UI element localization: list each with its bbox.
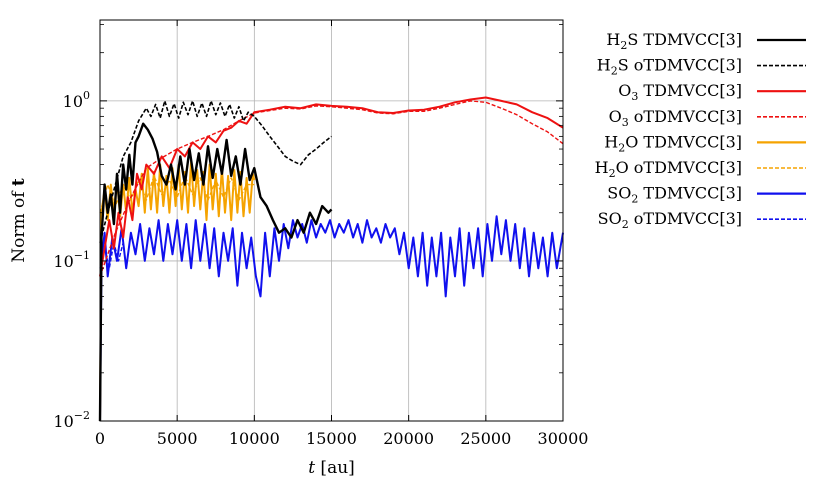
y-axis-label-text: Norm of: [9, 186, 29, 263]
x-axis-label-unit: [au]: [315, 458, 355, 478]
x-tick-label: 15000: [306, 429, 357, 448]
x-tick-label: 30000: [538, 429, 589, 448]
legend: H2S TDMVCC[3] H2S oTDMVCC[3] O3 TDMVCC[3] O…: [595, 30, 806, 231]
x-tick-label: 10000: [229, 429, 280, 448]
x-axis-label: t [au]: [308, 458, 355, 478]
tick-labels: 0 5000 10000 15000 20000 25000 30000 10−2 10−1 10…: [53, 89, 588, 448]
series-line-0: [98, 122, 333, 422]
x-tick-label: 25000: [460, 429, 511, 448]
x-axis-label-var: t: [308, 458, 315, 478]
x-tick-label: 0: [95, 429, 105, 448]
y-axis-label: Norm of t: [9, 178, 29, 263]
x-tick-label: 20000: [383, 429, 434, 448]
series-line-2: [99, 96, 564, 277]
grid-lines: [100, 20, 563, 421]
legend-label-4: H2O TDMVCC[3]: [604, 132, 742, 154]
y-axis-label-symbol: t: [9, 178, 29, 186]
y-tick-label: 10−2: [53, 409, 90, 431]
legend-label-6: SO2 TDMVCC[3]: [607, 184, 742, 206]
legend-label-0: H2S TDMVCC[3]: [606, 30, 742, 52]
series-line-1: [99, 100, 332, 243]
y-tick-label: 100: [63, 89, 90, 111]
legend-label-7: SO2 oTDMVCC[3]: [598, 209, 742, 231]
axis-ticks: [99, 20, 564, 422]
legend-label-3: O3 oTDMVCC[3]: [609, 107, 742, 129]
legend-label-1: H2S oTDMVCC[3]: [597, 56, 742, 78]
series-lines: [98, 96, 564, 422]
x-tick-label: 5000: [157, 429, 198, 448]
legend-label-5: H2O oTDMVCC[3]: [595, 158, 742, 180]
series-line-7: [99, 241, 124, 269]
legend-label-2: O3 TDMVCC[3]: [618, 81, 742, 103]
series-line-6: [99, 215, 564, 422]
y-tick-label: 10−1: [53, 249, 90, 271]
